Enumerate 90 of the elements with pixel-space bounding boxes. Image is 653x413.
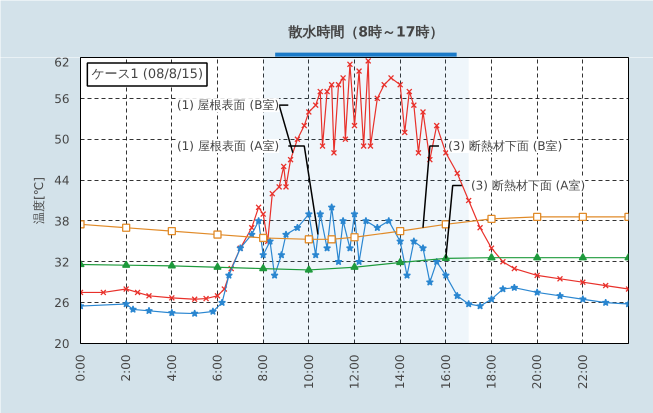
point — [259, 264, 268, 272]
point — [355, 258, 364, 266]
point — [602, 298, 610, 306]
point — [442, 271, 450, 279]
point — [510, 284, 518, 292]
point — [213, 230, 222, 239]
point — [282, 230, 290, 238]
y-tick-label: 38 — [54, 214, 70, 228]
point — [304, 235, 313, 244]
point — [487, 253, 496, 260]
text: (3) 断熱材下面 (A室) — [470, 178, 586, 193]
point — [403, 271, 411, 279]
point — [396, 226, 404, 236]
point — [464, 300, 473, 308]
point — [488, 295, 496, 303]
x-tick-label: 14:00 — [393, 354, 408, 390]
y-tick-label: 44 — [54, 174, 70, 188]
point — [168, 261, 176, 269]
point — [218, 298, 226, 306]
point — [410, 237, 418, 245]
point — [578, 253, 587, 260]
point — [259, 250, 268, 258]
point — [533, 253, 542, 260]
point — [270, 271, 279, 279]
point — [362, 216, 370, 224]
point — [339, 216, 348, 224]
point — [145, 306, 153, 314]
x-tick-label: 6:00 — [210, 354, 224, 382]
point — [254, 216, 263, 224]
y-axis-title: 温度[℃] — [32, 177, 46, 224]
x-tick-label: 16:00 — [438, 354, 453, 390]
band-label: 散水時間（8時～17時） — [287, 24, 444, 40]
point — [328, 235, 336, 244]
y-tick-label: 26 — [54, 296, 70, 310]
point — [419, 244, 427, 252]
point — [396, 237, 404, 245]
x-tick-label: 20:00 — [530, 354, 544, 390]
point — [533, 212, 542, 221]
x-tick-label: 4:00 — [164, 354, 179, 382]
point — [426, 278, 434, 286]
x-tick-label: 10:00 — [302, 354, 316, 390]
point — [277, 250, 286, 258]
point — [476, 302, 484, 310]
point — [556, 292, 564, 300]
x-tick-label: 12:00 — [348, 354, 362, 390]
point — [350, 210, 358, 218]
point — [213, 262, 222, 270]
point — [373, 224, 382, 232]
point — [190, 309, 199, 318]
point — [208, 307, 217, 315]
point — [578, 295, 587, 303]
text: (1) 屋根表面 (B室) — [176, 98, 280, 112]
point — [350, 233, 359, 242]
point — [578, 212, 587, 221]
x-tick-label: 0:00 — [74, 354, 88, 382]
point — [487, 214, 496, 224]
y-tick-label: 20 — [54, 337, 70, 351]
point — [453, 292, 462, 300]
text: (3) 断熱材下面 (B室) — [448, 139, 562, 154]
point — [224, 271, 233, 279]
point — [122, 224, 130, 232]
y-tick-label: 32 — [54, 255, 70, 270]
point — [334, 258, 342, 266]
point — [259, 234, 268, 242]
point — [122, 260, 130, 268]
point — [498, 284, 507, 293]
x-tick-label: 22:00 — [576, 354, 590, 390]
point — [350, 262, 359, 270]
x-tick-label: 2:00 — [119, 354, 134, 382]
point — [316, 210, 324, 218]
point — [384, 216, 393, 224]
x-tick-label: 18:00 — [484, 354, 498, 390]
point — [396, 258, 404, 266]
point — [533, 288, 542, 296]
point — [122, 300, 130, 308]
point — [304, 210, 313, 218]
point — [346, 244, 354, 252]
annotation: ケース1 (08/8/15) — [91, 66, 204, 82]
point — [129, 305, 137, 313]
point — [432, 258, 441, 266]
point — [304, 265, 313, 273]
point — [168, 308, 176, 316]
text: (1) 屋根表面 (A室) — [176, 139, 280, 154]
x-tick-label: 8:00 — [256, 354, 270, 382]
point — [328, 203, 336, 211]
point — [293, 224, 302, 232]
y-tick-label: 56 — [54, 92, 70, 106]
y-tick-label: 50 — [54, 132, 70, 147]
y-tick-label: 62 — [54, 56, 70, 70]
point — [168, 226, 176, 236]
